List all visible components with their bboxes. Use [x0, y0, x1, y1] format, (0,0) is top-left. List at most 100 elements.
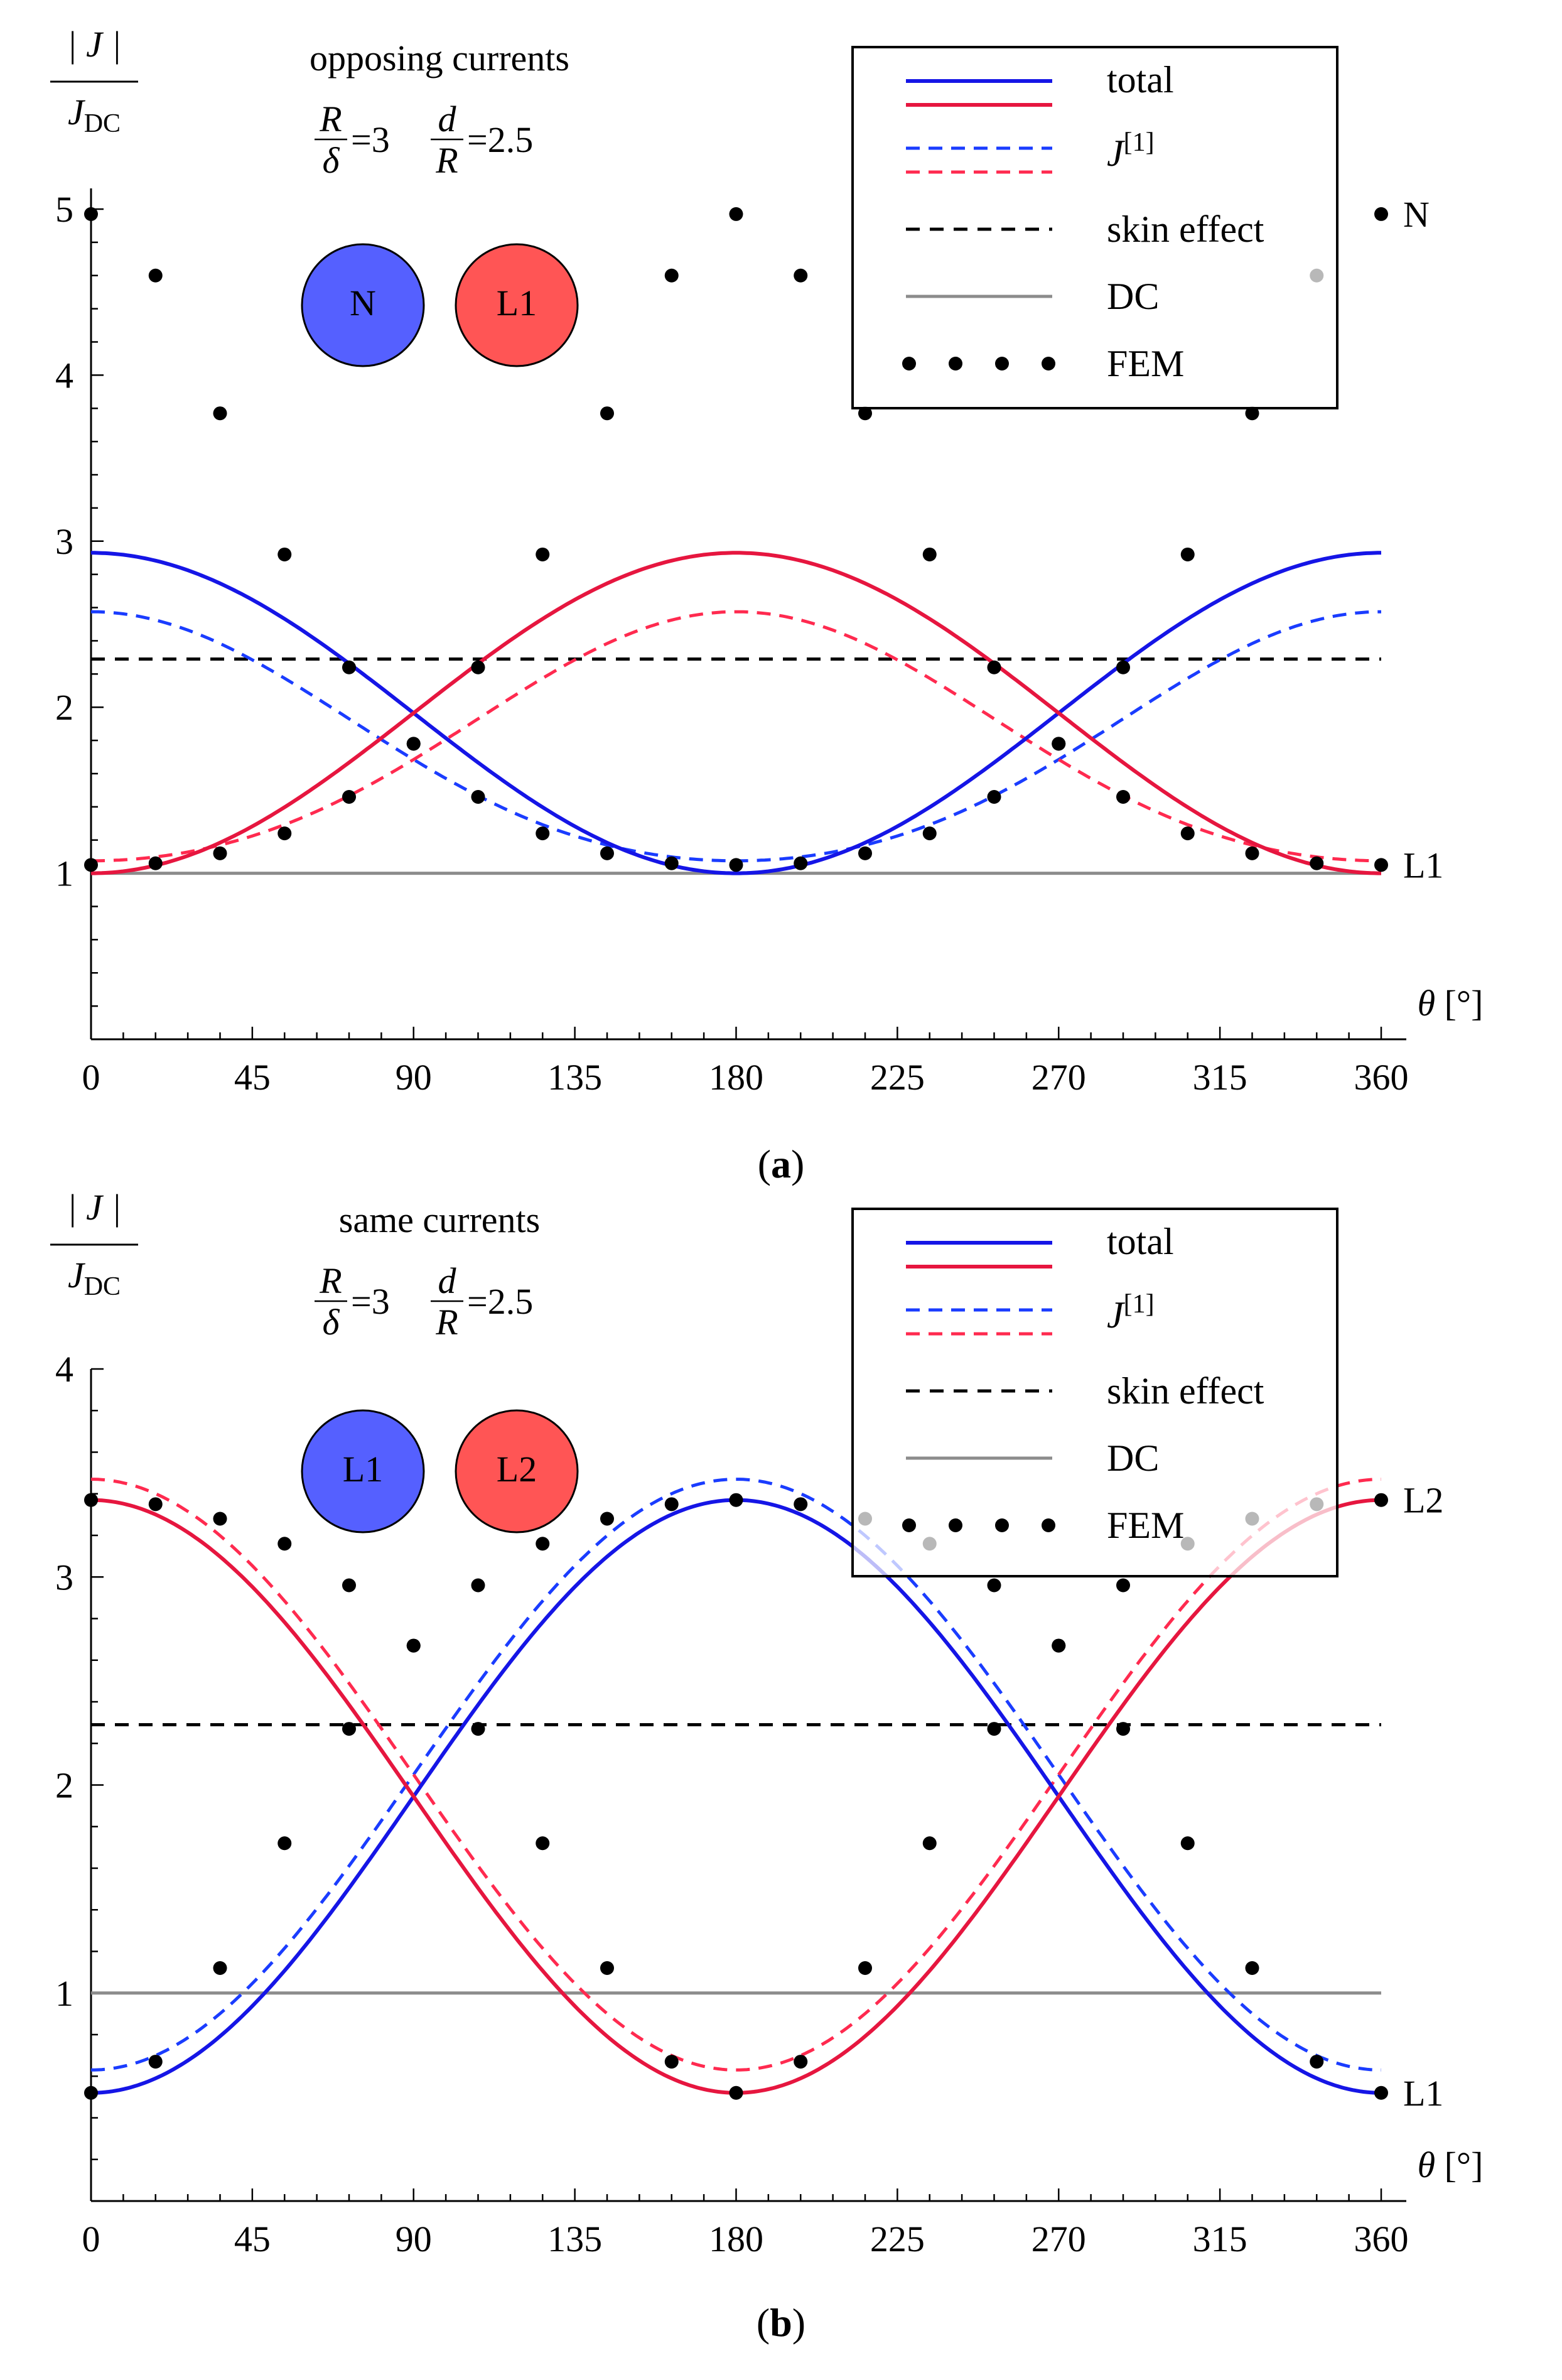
x-tick-label: 315 [1193, 2219, 1247, 2259]
y-tick-label: 4 [55, 355, 73, 396]
fem-point-red [277, 1537, 292, 1551]
x-tick-label: 90 [396, 2219, 432, 2259]
fem-point-blue [729, 1493, 743, 1507]
fem-point-red [84, 1493, 98, 1507]
panel-caption: (a) [758, 1142, 805, 1186]
ratio-d-r-value: =2.5 [467, 1281, 533, 1322]
fem-point-blue [729, 858, 743, 872]
end-label: L2 [1403, 1480, 1443, 1521]
fem-point-red [922, 1836, 937, 1851]
j1-red-line [91, 610, 1381, 863]
legend-label: J[1] [1107, 128, 1155, 174]
x-tick-label: 360 [1354, 2219, 1409, 2259]
fem-point-red [664, 268, 679, 283]
fem-point-blue [664, 856, 679, 870]
fem-point-red [1116, 789, 1130, 804]
fem-point-blue [342, 660, 356, 674]
ratio-r-delta-den: δ [323, 140, 340, 181]
fem-point-blue [987, 1578, 1001, 1593]
fem-point-red [987, 1722, 1001, 1736]
annotation-title: opposing currents [310, 38, 569, 78]
fem-point-blue [1180, 1836, 1195, 1851]
legend-swatch-dot [995, 357, 1009, 371]
legend-label: total [1107, 59, 1174, 100]
fem-point-blue [471, 1578, 485, 1593]
y-axis-label: | J | JDC [50, 24, 138, 138]
fem-point-blue [84, 207, 98, 221]
fem-point-red [794, 268, 808, 283]
caption-letter: b [770, 2300, 792, 2345]
fem-point-red [858, 1961, 872, 1975]
fem-point-red [148, 856, 163, 870]
fem-point-red [600, 406, 614, 421]
fem-point-red [471, 1722, 485, 1736]
legend-label: skin effect [1107, 208, 1264, 250]
fem-point-blue [922, 826, 937, 841]
legend-swatch-dot [949, 1518, 962, 1532]
caption-open: ( [758, 1142, 771, 1186]
caption-letter: a [771, 1142, 791, 1186]
y-tick-label: 1 [55, 1973, 73, 2014]
legend-swatch-dot [949, 357, 962, 371]
fem-point-red [342, 1578, 356, 1593]
total-red-line [91, 551, 1381, 875]
x-axis-label: θ [°] [1418, 2145, 1484, 2185]
fem-point-red [213, 1512, 227, 1526]
legend-label: skin effect [1107, 1370, 1264, 1412]
fem-point-red [342, 789, 356, 804]
x-tick-label: 225 [870, 2219, 925, 2259]
fem-point-red [987, 660, 1001, 674]
caption-close: ) [791, 1142, 804, 1186]
fem-point-blue [1180, 547, 1195, 561]
fem-point-blue [277, 547, 292, 561]
x-tick-label: 135 [547, 2219, 602, 2259]
x-tick-label: 90 [396, 1057, 432, 1098]
fem-point-blue [600, 1512, 614, 1526]
conductor-circle [301, 243, 425, 367]
conductor-label: N [350, 283, 376, 323]
fem-point-red [729, 207, 743, 221]
x-tick-label: 45 [234, 2219, 271, 2259]
denominator-sub: DC [84, 109, 121, 138]
fem-point-blue [600, 846, 614, 860]
legend-label: FEM [1107, 343, 1184, 384]
legend-label-base: J [1107, 1294, 1125, 1336]
end-label: L1 [1403, 845, 1443, 885]
fem-point-blue [1374, 207, 1388, 221]
fem-point-red [1052, 737, 1066, 751]
conductor-circle [301, 1409, 425, 1533]
ratio-r-delta: Rδ =3 [315, 99, 390, 181]
total-blue-line [91, 551, 1381, 875]
j1-red-line [91, 1478, 1381, 2072]
ratio-d-r: dR=2.5 [431, 99, 533, 181]
x-tick-label: 0 [82, 1057, 100, 1098]
x-axis-label-symbol: θ [1418, 2145, 1436, 2185]
fem-point-red [536, 1836, 550, 1851]
legend-label-sup: [1] [1124, 128, 1155, 157]
legend-swatch-dot [902, 1518, 916, 1532]
ratio-r-delta-num: R [319, 99, 342, 139]
ratio-r-delta-den: δ [323, 1302, 340, 1343]
denominator-base: J [68, 92, 86, 133]
ratio-d-r-den: R [435, 140, 458, 181]
ratio-r-delta: Rδ =3 [315, 1260, 390, 1343]
ratio-d-r: dR=2.5 [431, 1260, 533, 1343]
x-tick-label: 180 [709, 2219, 763, 2259]
panel-caption: (b) [757, 2300, 805, 2345]
fem-point-blue [277, 1836, 292, 1851]
legend-label-base: J [1107, 133, 1125, 174]
total-blue-line [90, 1498, 1382, 2095]
y-tick-label: 4 [55, 1349, 73, 1390]
fem-point-blue [148, 268, 163, 283]
fem-point-blue [987, 789, 1001, 804]
fem-point-red [1180, 826, 1195, 841]
x-axis-label: θ [°] [1418, 983, 1484, 1024]
fem-point-red [277, 826, 292, 841]
conductor-circle [455, 1409, 579, 1533]
x-tick-label: 360 [1354, 1057, 1409, 1098]
fem-point-blue [794, 856, 808, 870]
fem-point-blue [858, 846, 872, 860]
fem-point-blue [1245, 1961, 1259, 1975]
x-tick-label: 270 [1031, 2219, 1086, 2259]
